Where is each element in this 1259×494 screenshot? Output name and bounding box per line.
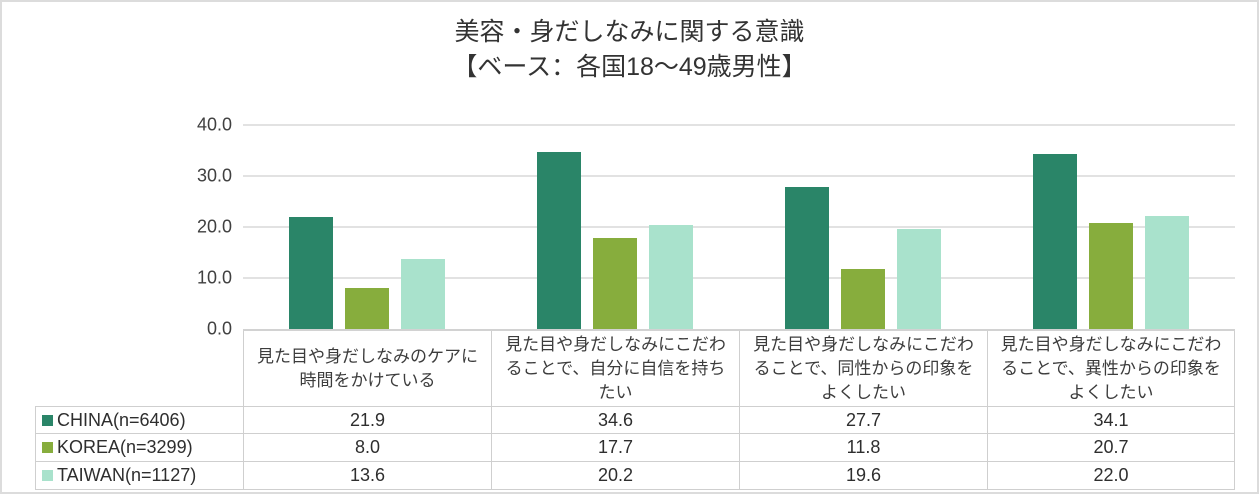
value-taiwan-cat3: 19.6 — [739, 462, 987, 489]
bar-taiwan-cat4 — [1145, 216, 1189, 329]
gridline-10 — [243, 277, 1235, 279]
chart-title-line2: 【ベース：各国18～49歳男性】 — [452, 53, 807, 81]
bar-china-cat1 — [289, 216, 333, 329]
bar-group-1 — [243, 124, 491, 329]
legend-cell-china: CHINA(n=6406) — [35, 407, 243, 433]
chart-title: 美容・身だしなみに関する意識 【ベース：各国18～49歳男性】 — [2, 15, 1257, 85]
bar-groups — [243, 124, 1235, 329]
legend-marker — [42, 470, 53, 481]
bar-china-cat2 — [537, 151, 581, 329]
value-korea-cat4: 20.7 — [987, 434, 1235, 461]
value-china-cat4: 34.1 — [987, 407, 1235, 433]
y-tick-30: 30.0 — [196, 165, 232, 186]
bar-china-cat4 — [1033, 154, 1077, 329]
category-label-2: 見た目や身だしなみにこだわることで、自分に自信を持ちたい — [491, 331, 739, 407]
category-label-3: 見た目や身だしなみにこだわることで、同性からの印象をよくしたい — [739, 331, 987, 407]
legend-label-china: CHINA(n=6406) — [57, 409, 186, 430]
table-row-china: CHINA(n=6406) 21.9 34.6 27.7 34.1 — [35, 406, 1235, 434]
y-tick-10: 10.0 — [196, 267, 232, 288]
gridline-30 — [243, 175, 1235, 177]
value-taiwan-cat1: 13.6 — [243, 462, 491, 489]
bar-taiwan-cat3 — [897, 228, 941, 329]
plot-area — [243, 124, 1235, 329]
chart-title-line1: 美容・身だしなみに関する意識 — [454, 18, 805, 46]
legend-label-korea: KOREA(n=3299) — [57, 437, 193, 457]
category-label-1: 見た目や身だしなみのケアに時間をかけている — [243, 331, 491, 407]
value-taiwan-cat2: 20.2 — [491, 462, 739, 489]
table-row-taiwan: TAIWAN(n=1127) 13.6 20.2 19.6 22.0 — [35, 462, 1235, 490]
legend-cell-korea: KOREA(n=3299) — [35, 434, 243, 461]
bar-china-cat3 — [785, 187, 829, 329]
value-china-cat3: 27.7 — [739, 407, 987, 433]
y-tick-20: 20.0 — [196, 216, 232, 237]
bar-group-2 — [491, 124, 739, 329]
legend-cell-taiwan: TAIWAN(n=1127) — [35, 462, 243, 489]
data-table: CHINA(n=6406) 21.9 34.6 27.7 34.1 KOREA(… — [35, 406, 1235, 490]
value-korea-cat2: 17.7 — [491, 434, 739, 461]
value-korea-cat3: 11.8 — [739, 434, 987, 461]
gridline-40 — [243, 124, 1235, 126]
y-tick-40: 40.0 — [196, 114, 232, 135]
legend-label-taiwan: TAIWAN(n=1127) — [57, 465, 197, 485]
bar-korea-cat1 — [345, 288, 389, 329]
bar-korea-cat3 — [841, 268, 885, 329]
value-china-cat2: 34.6 — [491, 407, 739, 433]
legend-marker — [42, 442, 53, 453]
category-label-4: 見た目や身だしなみにこだわることで、異性からの印象をよくしたい — [987, 331, 1235, 407]
category-label-row: 見た目や身だしなみのケアに時間をかけている 見た目や身だしなみにこだわることで、… — [243, 329, 1235, 407]
y-tick-0: 0.0 — [206, 318, 232, 339]
bar-group-3 — [739, 124, 987, 329]
bar-korea-cat2 — [593, 238, 637, 329]
legend-marker — [42, 414, 53, 426]
bar-group-4 — [987, 124, 1235, 329]
value-china-cat1: 21.9 — [243, 407, 491, 433]
bar-taiwan-cat1 — [401, 259, 445, 329]
table-row-korea: KOREA(n=3299) 8.0 17.7 11.8 20.7 — [35, 434, 1235, 462]
gridline-20 — [243, 226, 1235, 228]
value-korea-cat1: 8.0 — [243, 434, 491, 461]
value-taiwan-cat4: 22.0 — [987, 462, 1235, 489]
bar-taiwan-cat2 — [649, 225, 693, 329]
bar-korea-cat4 — [1089, 222, 1133, 329]
